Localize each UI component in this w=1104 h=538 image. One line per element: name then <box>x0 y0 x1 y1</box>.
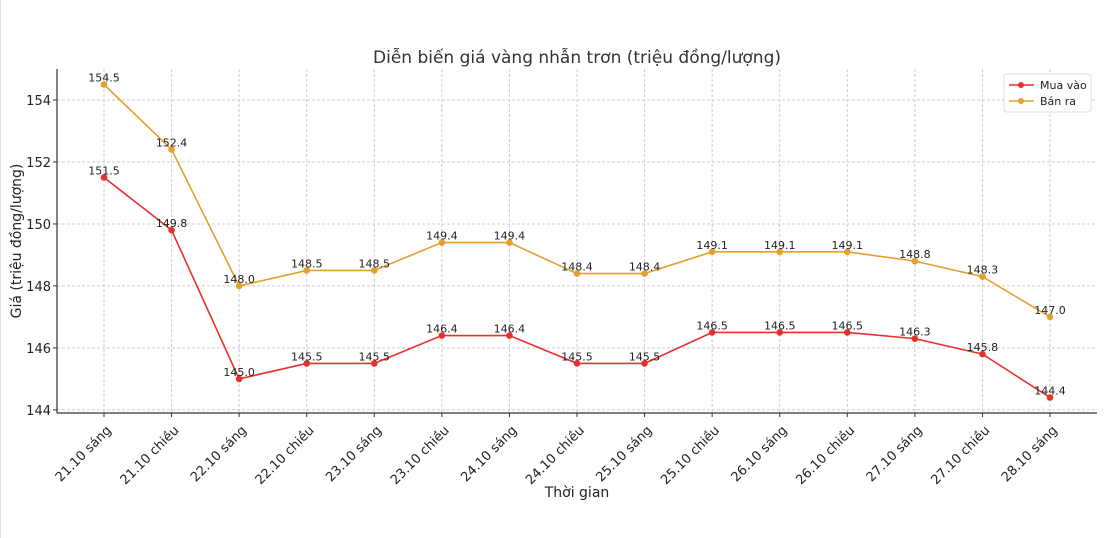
data-point <box>776 248 784 256</box>
data-point <box>843 248 851 256</box>
data-label: 148.0 <box>223 273 255 286</box>
data-label: 145.5 <box>561 350 593 363</box>
data-point <box>438 239 446 246</box>
data-point <box>506 239 513 246</box>
data-label: 149.1 <box>764 239 796 252</box>
data-label: 151.5 <box>88 164 120 177</box>
data-point <box>303 360 311 367</box>
data-point <box>100 174 108 181</box>
data-label: 148.4 <box>561 261 593 274</box>
data-label: 146.5 <box>764 319 796 332</box>
data-point <box>235 375 243 383</box>
series-mua-vao: 151.5 149.8 145.0 145.5 145.5 146.4 146.4 145.5… <box>88 164 1066 401</box>
data-point <box>370 267 378 274</box>
data-label: 149.1 <box>832 239 864 252</box>
data-label: 145.0 <box>223 366 255 379</box>
data-point <box>911 257 919 265</box>
data-point <box>303 267 311 274</box>
y-axis-label: Giá (triệu đồng/lượng) <box>8 164 25 319</box>
data-label: 148.5 <box>291 257 323 270</box>
data-label: 152.4 <box>156 137 188 150</box>
data-point <box>843 329 851 336</box>
data-label: 154.5 <box>88 71 120 84</box>
y-tick-label: 154 <box>26 94 51 109</box>
y-tick-label: 152 <box>26 156 51 171</box>
data-point <box>573 360 581 367</box>
data-label: 147.0 <box>1034 304 1066 317</box>
data-point <box>1046 313 1054 321</box>
legend-label: Bán ra <box>1040 95 1076 108</box>
data-point <box>235 282 243 290</box>
data-label: 149.8 <box>156 217 188 230</box>
x-axis-label: Thời gian <box>544 485 610 501</box>
data-label: 145.5 <box>291 350 323 363</box>
data-label: 146.5 <box>696 319 728 332</box>
y-tick-label: 148 <box>26 280 51 295</box>
data-label: 146.4 <box>494 323 526 336</box>
data-label: 148.3 <box>967 264 999 277</box>
data-label: 148.8 <box>899 248 931 261</box>
data-point <box>979 350 986 358</box>
data-point <box>438 332 446 339</box>
data-point <box>506 332 513 339</box>
data-point <box>1046 394 1054 401</box>
legend-label: Mua vào <box>1040 79 1087 92</box>
y-tick-label: 144 <box>26 404 51 419</box>
data-label: 149.4 <box>494 230 526 243</box>
data-label: 146.3 <box>899 326 931 339</box>
data-label: 148.5 <box>359 257 391 270</box>
data-point <box>573 270 581 277</box>
y-tick-label: 146 <box>26 342 51 357</box>
data-point <box>776 329 784 336</box>
data-label: 144.4 <box>1034 385 1066 398</box>
data-label: 145.5 <box>629 350 661 363</box>
data-point <box>911 335 919 342</box>
data-point <box>168 226 175 234</box>
data-point <box>708 248 716 256</box>
legend: Mua vào Bán ra <box>1003 73 1092 113</box>
data-point <box>168 146 175 153</box>
series-ban-ra: 154.5 152.4 148.0 148.5 148.5 149.4 149.4 148.4… <box>88 71 1066 321</box>
data-label: 148.4 <box>629 261 661 274</box>
data-point <box>979 273 986 280</box>
data-label: 149.1 <box>696 239 728 252</box>
data-label: 149.4 <box>426 230 458 243</box>
data-label: 146.5 <box>832 319 864 332</box>
data-point <box>370 360 378 367</box>
legend-swatch-marker <box>1018 98 1024 104</box>
data-point <box>641 360 648 367</box>
legend-swatch-marker <box>1018 82 1024 88</box>
data-point <box>100 81 108 88</box>
chart-title: Diễn biến giá vàng nhẫn trơn (triệu đồng… <box>373 47 781 68</box>
legend-box <box>1003 73 1092 113</box>
data-point <box>641 270 648 277</box>
data-label: 145.8 <box>967 341 999 354</box>
data-label: 146.4 <box>426 323 458 336</box>
data-point <box>708 329 716 336</box>
y-tick-label: 150 <box>26 218 51 233</box>
data-label: 145.5 <box>359 350 391 363</box>
